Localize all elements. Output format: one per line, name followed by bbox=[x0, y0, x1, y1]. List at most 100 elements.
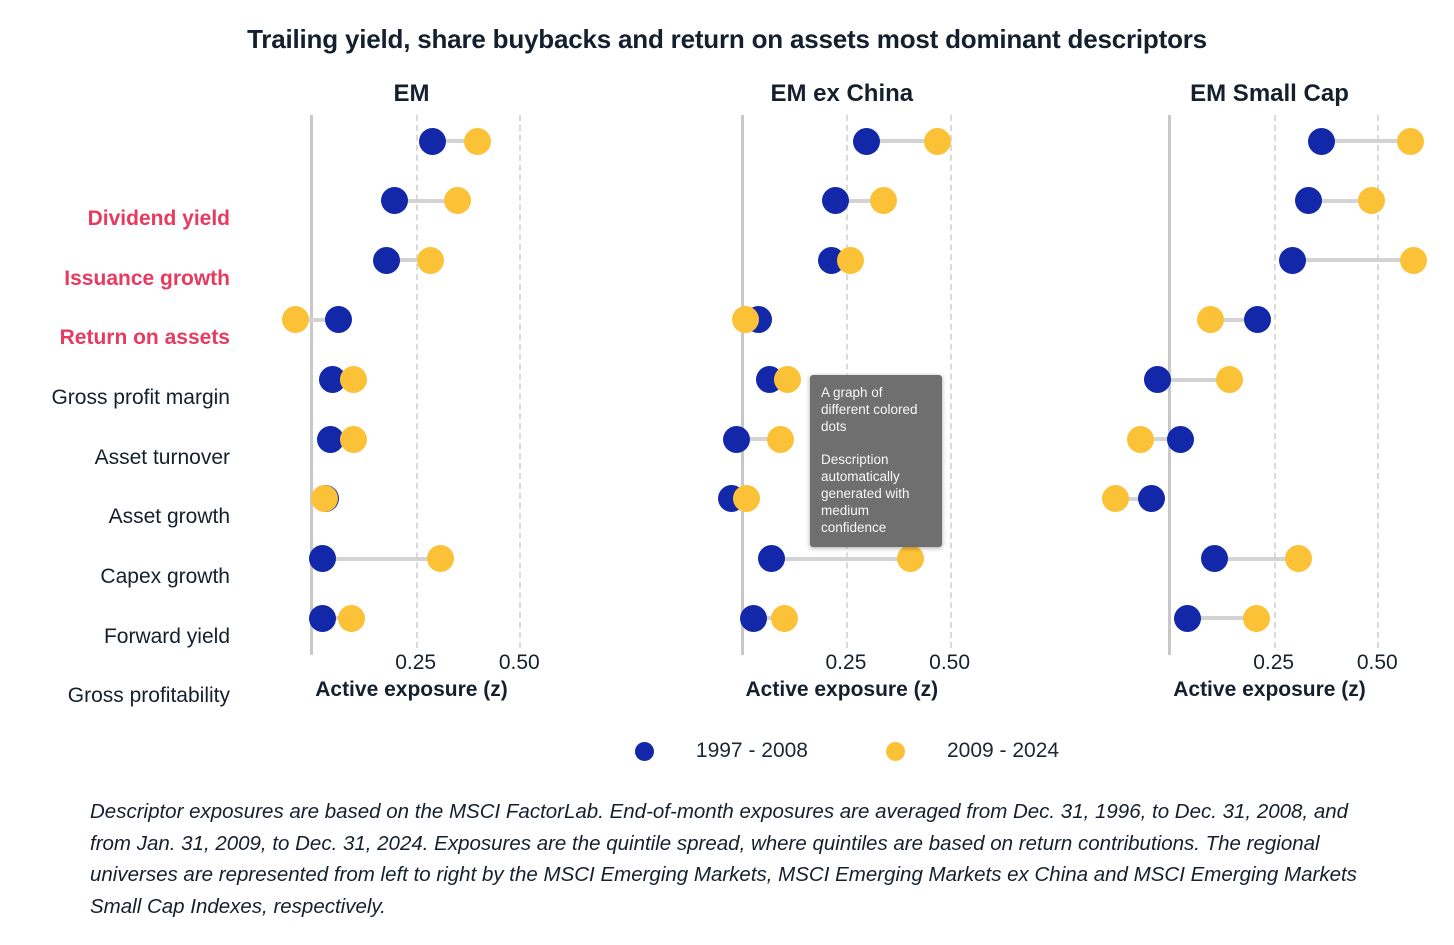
panel-title: EM bbox=[393, 80, 430, 107]
row-label-asset-turnover: Asset turnover bbox=[94, 445, 230, 469]
blue-data-dot bbox=[1243, 306, 1271, 334]
plot-area bbox=[1100, 115, 1440, 655]
blue-data-dot bbox=[381, 187, 409, 215]
legend-item-2009-2024: 2009 - 2024 bbox=[886, 739, 1059, 763]
panel-title: EM Small Cap bbox=[1190, 80, 1349, 107]
yellow-data-dot bbox=[337, 604, 365, 632]
gridline-0.25 bbox=[1273, 115, 1276, 648]
blue-data-dot bbox=[1278, 246, 1306, 274]
legend-dot-yellow-icon bbox=[886, 741, 905, 761]
dumbbell-connector bbox=[322, 616, 352, 621]
x-tick-label: 0.25 bbox=[1253, 651, 1295, 674]
dumbbell-connector bbox=[432, 139, 478, 143]
legend-item-1997-2008: 1997 - 2008 bbox=[634, 739, 808, 763]
blue-data-dot bbox=[822, 187, 850, 215]
yellow-data-dot bbox=[427, 545, 455, 573]
dumbbell-connector bbox=[736, 437, 781, 442]
blue-data-dot bbox=[418, 127, 446, 155]
dumbbell-connector bbox=[1292, 258, 1414, 263]
footnote-text: Descriptor exposures are based on the MS… bbox=[90, 800, 1357, 918]
category-axis-labels: Dividend yield Issuance growth Return on a… bbox=[0, 193, 234, 733]
dumbbell-connector bbox=[1308, 198, 1372, 203]
yellow-data-dot bbox=[923, 127, 951, 155]
yellow-data-dot bbox=[896, 545, 924, 573]
x-tick-label: 0.50 bbox=[1356, 651, 1398, 674]
x-axis-title: Active exposure (z) bbox=[745, 678, 939, 701]
zero-axis-line bbox=[310, 115, 314, 655]
yellow-data-dot bbox=[443, 187, 471, 215]
yellow-data-dot bbox=[1285, 545, 1313, 573]
x-axis-title: Active exposure (z) bbox=[315, 678, 508, 701]
blue-data-dot bbox=[1137, 485, 1165, 513]
dumbbell-connector bbox=[386, 258, 431, 263]
x-tick-label: 0.50 bbox=[929, 651, 971, 674]
row-label-return-on-assets: Return on assets bbox=[59, 326, 230, 350]
dumbbell-connector bbox=[771, 556, 911, 561]
blue-data-dot bbox=[308, 604, 336, 632]
blue-data-dot bbox=[757, 545, 785, 573]
yellow-data-dot bbox=[281, 306, 309, 334]
chart-title: Trailing yield, share buybacks and retur… bbox=[247, 24, 1207, 54]
blue-data-dot bbox=[1295, 187, 1323, 215]
legend-label: 2009 - 2024 bbox=[947, 739, 1060, 762]
yellow-data-dot bbox=[339, 366, 367, 394]
blue-data-dot bbox=[308, 545, 336, 573]
legend: 1997 - 2008 2009 - 2024 bbox=[240, 739, 1454, 763]
dumbbell-connector bbox=[835, 198, 884, 203]
gridline-0.50 bbox=[949, 115, 952, 648]
row-label-gross-profit-margin: Gross profit margin bbox=[51, 385, 230, 409]
panel-em: EM 0.25 0.50 Active exposure (z) bbox=[242, 78, 582, 708]
panel-em-small-cap: EM Small Cap 0.25 0.50 Active exposure (z) bbox=[1100, 78, 1440, 708]
dumbbell-connector bbox=[1214, 556, 1299, 561]
yellow-data-dot bbox=[771, 604, 799, 632]
row-label-dividend-yield: Dividend yield bbox=[87, 207, 230, 230]
x-tick-label: 0.25 bbox=[825, 651, 867, 674]
yellow-data-dot bbox=[1399, 246, 1427, 274]
row-label-asset-growth: Asset growth bbox=[108, 505, 230, 529]
zero-axis-line bbox=[740, 115, 744, 655]
blue-data-dot bbox=[1307, 127, 1335, 155]
alt-text-tooltip: A graph of different colored dots Descri… bbox=[810, 375, 942, 547]
blue-data-dot bbox=[723, 425, 751, 453]
yellow-data-dot bbox=[1396, 127, 1424, 155]
dot-plot-chart: Dividend yield Issuance growth Return on a… bbox=[0, 78, 1454, 708]
blue-data-dot bbox=[325, 306, 353, 334]
blue-data-dot bbox=[1167, 425, 1195, 453]
yellow-data-dot bbox=[1127, 425, 1155, 453]
dumbbell-connector bbox=[1115, 496, 1152, 501]
yellow-data-dot bbox=[1101, 485, 1129, 513]
yellow-data-dot bbox=[1243, 604, 1271, 632]
dumbbell-connector bbox=[1157, 377, 1230, 382]
dumbbell-connector bbox=[394, 198, 458, 203]
yellow-data-dot bbox=[310, 485, 338, 513]
dumbbell-connector bbox=[1187, 616, 1257, 621]
gridline-0.50 bbox=[1377, 115, 1380, 648]
blue-data-dot bbox=[1200, 545, 1228, 573]
blue-data-dot bbox=[373, 246, 401, 274]
row-label-forward-yield: Forward yield bbox=[103, 624, 230, 648]
yellow-data-dot bbox=[766, 425, 794, 453]
yellow-data-dot bbox=[1197, 306, 1225, 334]
row-label-issuance-growth: Issuance growth bbox=[64, 266, 230, 290]
yellow-data-dot bbox=[339, 425, 367, 453]
yellow-data-dot bbox=[836, 246, 864, 274]
dumbbell-connector bbox=[753, 616, 785, 621]
x-axis-title: Active exposure (z) bbox=[1173, 678, 1366, 701]
dumbbell-connector bbox=[1140, 437, 1181, 442]
gridline-0.25 bbox=[415, 115, 418, 648]
blue-data-dot bbox=[853, 127, 881, 155]
blue-data-dot bbox=[1144, 366, 1172, 394]
yellow-data-dot bbox=[1358, 187, 1386, 215]
legend-dot-blue-icon bbox=[634, 741, 654, 761]
yellow-data-dot bbox=[731, 306, 759, 334]
dumbbell-connector bbox=[866, 139, 938, 143]
yellow-data-dot bbox=[1216, 366, 1244, 394]
row-label-capex-growth: Capex growth bbox=[100, 564, 230, 588]
dumbbell-connector bbox=[1210, 317, 1258, 322]
legend-label: 1997 - 2008 bbox=[695, 739, 808, 762]
x-tick-label: 0.50 bbox=[498, 651, 540, 674]
x-tick-label: 0.25 bbox=[395, 651, 437, 674]
row-label-gross-profitability: Gross profitability bbox=[67, 684, 230, 708]
yellow-data-dot bbox=[464, 127, 492, 155]
